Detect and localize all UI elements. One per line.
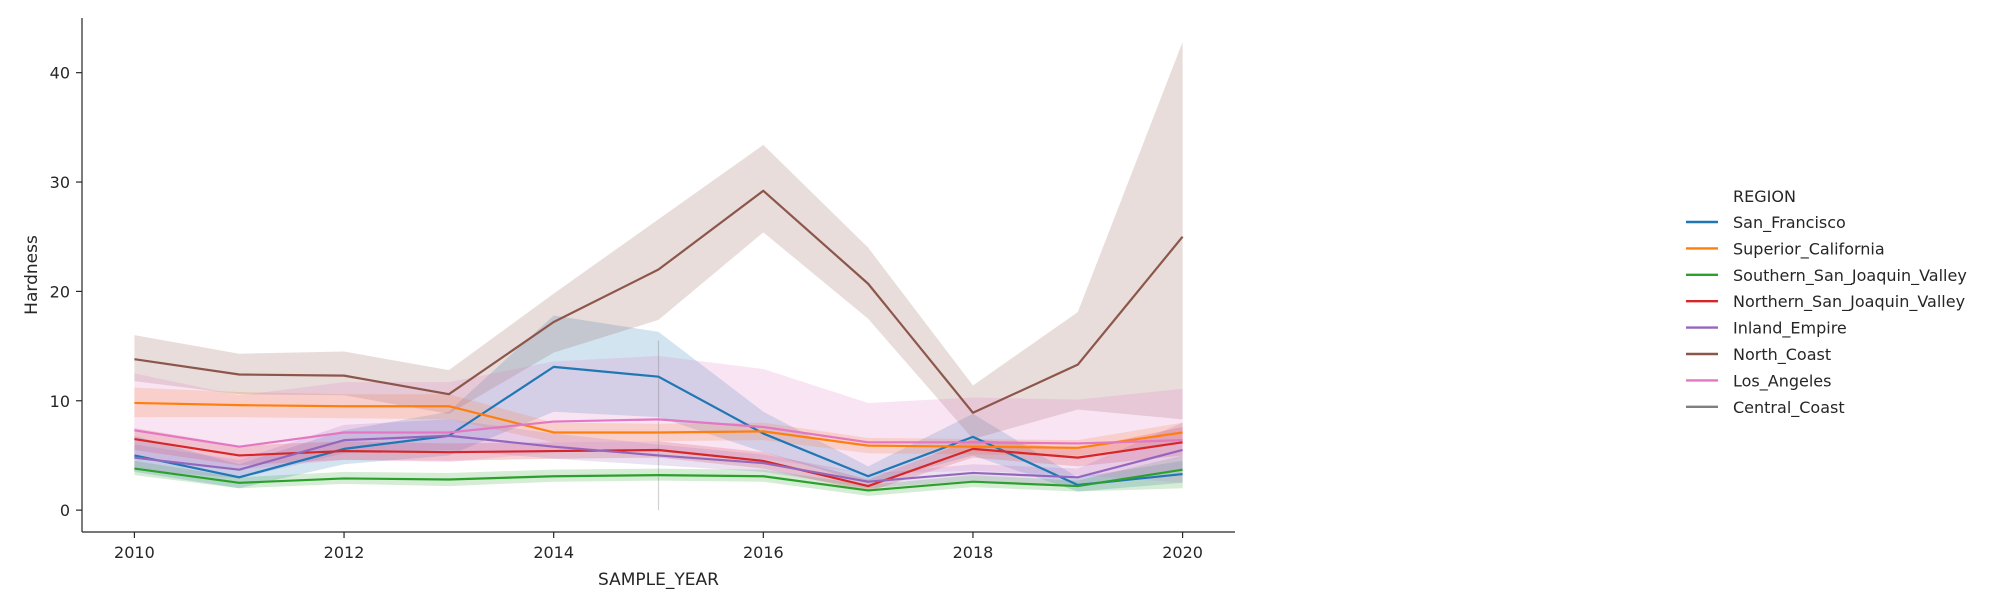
legend-label-southern-san-joaquin-valley: Southern_San_Joaquin_Valley	[1733, 266, 1967, 286]
legend-label-inland-empire: Inland_Empire	[1733, 319, 1847, 339]
series-line-north-coast	[134, 189, 1184, 414]
x-tick-label: 2016	[743, 543, 784, 562]
legend-label-san-francisco: San_Francisco	[1733, 213, 1846, 233]
x-tick-label: 2018	[953, 543, 994, 562]
x-tick-label: 2010	[114, 543, 155, 562]
legend: REGION San_Francisco Superior_California S…	[1686, 187, 1967, 418]
series-line-los-angeles	[134, 418, 1183, 448]
legend-label-central-coast: Central_Coast	[1733, 398, 1845, 418]
x-tick-label: 2014	[533, 543, 574, 562]
y-axis-label: Hardness	[22, 235, 42, 315]
ci-band-san-francisco	[134, 315, 1183, 492]
legend-label-north-coast: North_Coast	[1733, 345, 1831, 365]
series-lines	[134, 189, 1184, 492]
series-line-inland-empire	[134, 434, 1183, 483]
legend-title: REGION	[1733, 187, 1796, 206]
legend-label-superior-california: Superior_California	[1733, 239, 1885, 259]
x-axis-label: SAMPLE_YEAR	[598, 570, 719, 590]
legend-label-northern-san-joaquin-valley: Northern_San_Joaquin_Valley	[1733, 292, 1965, 312]
y-tick-label: 20	[50, 282, 70, 301]
legend-label-los-angeles: Los_Angeles	[1733, 371, 1831, 391]
y-tick-label: 40	[50, 64, 70, 83]
ci-band-north-coast	[134, 42, 1183, 440]
x-tick-label: 2020	[1162, 543, 1203, 562]
x-tick-label: 2012	[324, 543, 365, 562]
series-line-northern-san-joaquin-valley	[134, 437, 1183, 488]
y-tick-label: 0	[60, 501, 70, 520]
ci-band-superior-california	[134, 387, 1183, 456]
ci-band-inland-empire	[134, 419, 1183, 489]
series-line-southern-san-joaquin-valley	[134, 467, 1183, 492]
axes: 2010 2012 2014 2016 2018 2020 0 10 20 30 40	[50, 18, 1235, 562]
y-tick-label: 10	[50, 392, 70, 411]
series-line-superior-california	[134, 401, 1183, 449]
y-tick-label: 30	[50, 173, 70, 192]
